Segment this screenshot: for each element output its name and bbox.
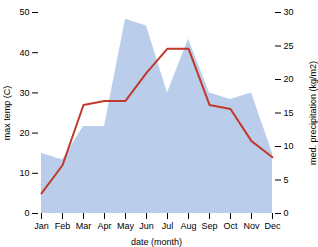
svg-text:date (month): date (month) xyxy=(131,237,182,247)
svg-text:Jun: Jun xyxy=(139,221,154,231)
svg-text:20: 20 xyxy=(19,128,29,138)
svg-text:40: 40 xyxy=(19,48,29,58)
svg-text:May: May xyxy=(117,221,135,231)
svg-text:15: 15 xyxy=(284,108,294,118)
svg-text:Feb: Feb xyxy=(55,221,71,231)
svg-text:Aug: Aug xyxy=(180,221,196,231)
svg-text:30: 30 xyxy=(284,7,294,17)
svg-text:Mar: Mar xyxy=(76,221,92,231)
svg-text:10: 10 xyxy=(19,168,29,178)
svg-text:med. precipitation (kg/m2): med. precipitation (kg/m2) xyxy=(308,61,318,165)
svg-text:10: 10 xyxy=(284,141,294,151)
svg-text:Jan: Jan xyxy=(34,221,49,231)
svg-text:50: 50 xyxy=(19,7,29,17)
svg-text:5: 5 xyxy=(284,175,289,185)
svg-text:Apr: Apr xyxy=(97,221,111,231)
svg-text:0: 0 xyxy=(284,208,289,218)
svg-text:Dec: Dec xyxy=(264,221,281,231)
svg-text:Sep: Sep xyxy=(201,221,217,231)
svg-text:30: 30 xyxy=(19,88,29,98)
svg-text:Nov: Nov xyxy=(243,221,260,231)
svg-text:Oct: Oct xyxy=(223,221,238,231)
svg-text:Jul: Jul xyxy=(162,221,174,231)
svg-text:25: 25 xyxy=(284,41,294,51)
svg-text:20: 20 xyxy=(284,74,294,84)
svg-text:0: 0 xyxy=(24,208,29,218)
svg-text:max temp (C): max temp (C) xyxy=(2,86,12,141)
